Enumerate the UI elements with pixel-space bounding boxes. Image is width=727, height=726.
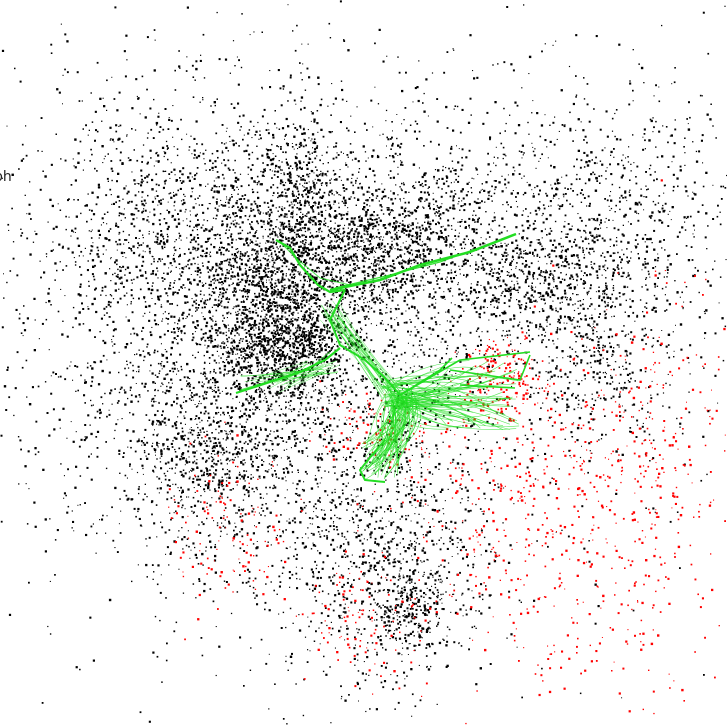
highlighted-path-edges <box>235 232 531 483</box>
clipped-label: ph <box>0 169 12 185</box>
